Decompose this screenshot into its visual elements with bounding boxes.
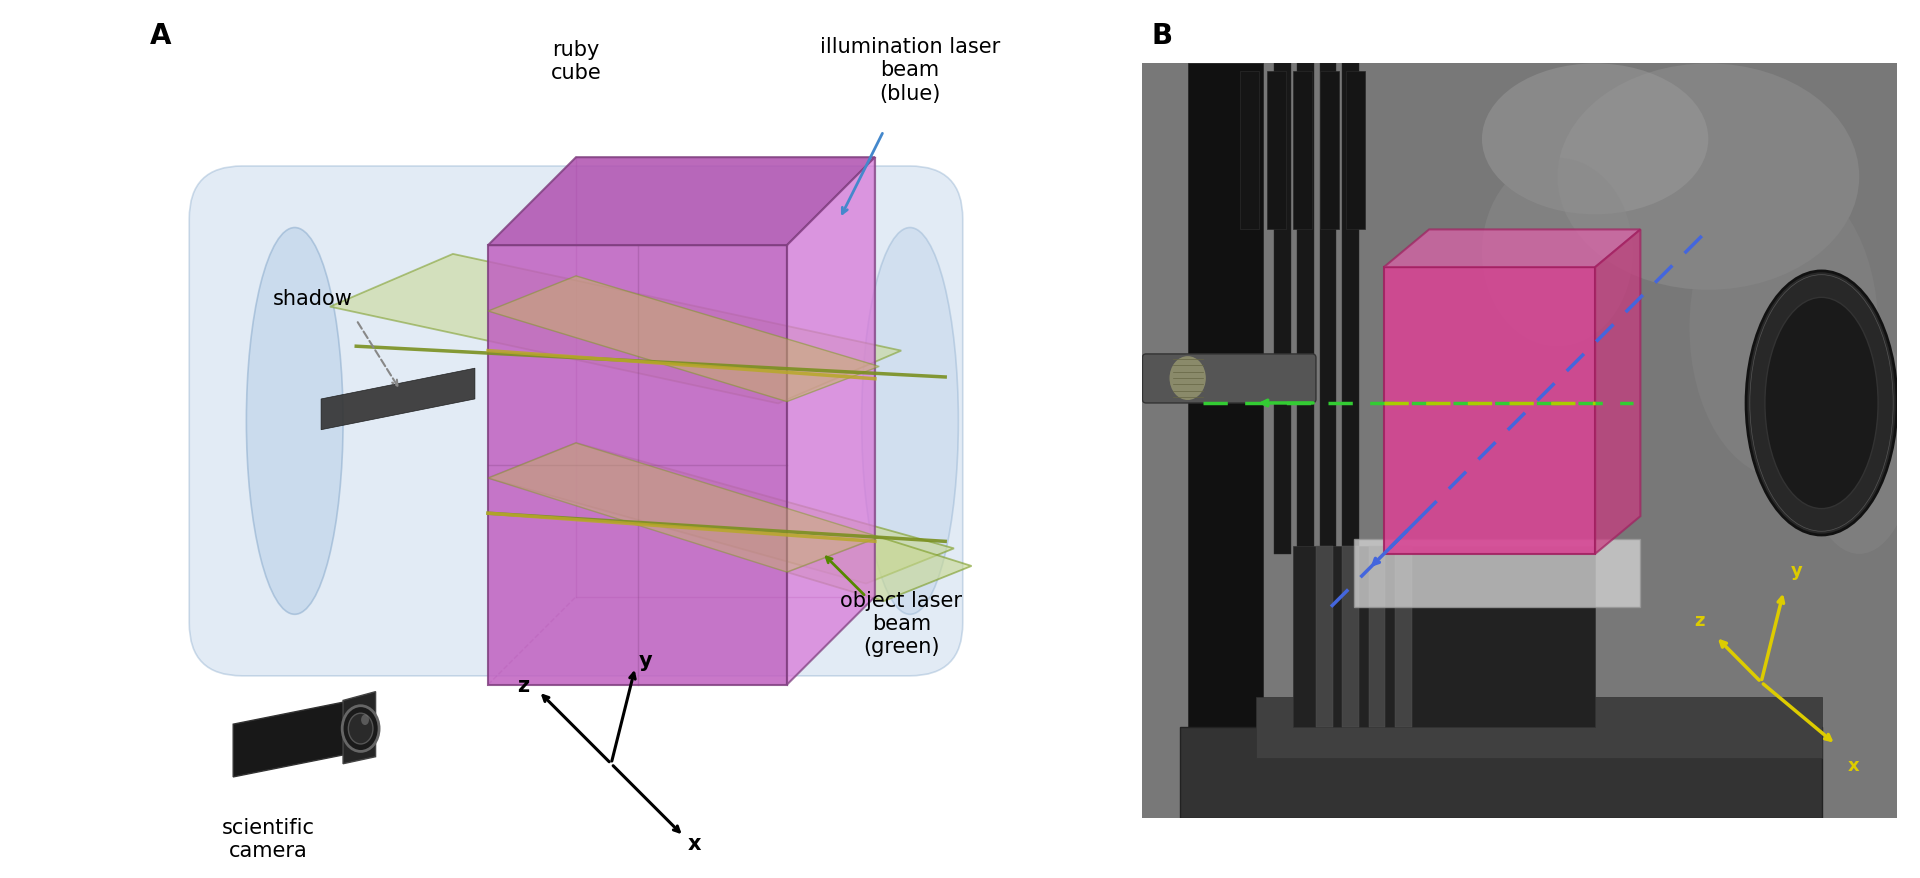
Ellipse shape <box>1803 328 1916 554</box>
Ellipse shape <box>1482 64 1709 215</box>
Text: y: y <box>1791 562 1803 579</box>
Text: B: B <box>1152 22 1173 50</box>
Polygon shape <box>787 158 876 685</box>
Text: x: x <box>1847 756 1859 774</box>
Bar <box>1298 64 1313 554</box>
Text: z: z <box>516 675 528 694</box>
FancyBboxPatch shape <box>190 167 962 676</box>
Ellipse shape <box>361 715 369 725</box>
Text: object laser
beam
(green): object laser beam (green) <box>841 590 962 657</box>
Text: y: y <box>639 651 653 671</box>
Text: ruby
cube: ruby cube <box>551 40 601 83</box>
Text: scientific
camera: scientific camera <box>223 817 315 860</box>
Ellipse shape <box>1745 271 1897 536</box>
Bar <box>1342 547 1359 728</box>
Bar <box>1342 64 1359 554</box>
Ellipse shape <box>246 228 344 615</box>
Polygon shape <box>330 255 900 404</box>
Bar <box>1240 72 1260 230</box>
Bar <box>1396 547 1411 728</box>
Bar <box>1181 728 1822 818</box>
Polygon shape <box>488 246 787 685</box>
Ellipse shape <box>1690 177 1878 479</box>
Bar <box>1319 64 1336 554</box>
Ellipse shape <box>1764 298 1878 509</box>
Bar <box>1294 72 1311 230</box>
Text: shadow: shadow <box>273 289 353 308</box>
Ellipse shape <box>1482 159 1632 347</box>
Ellipse shape <box>348 713 372 745</box>
Bar <box>1315 547 1332 728</box>
Ellipse shape <box>862 228 958 615</box>
Bar <box>1267 72 1286 230</box>
Polygon shape <box>344 692 376 764</box>
Bar <box>1188 64 1263 818</box>
Ellipse shape <box>1557 64 1859 291</box>
Polygon shape <box>488 158 876 246</box>
Bar <box>1384 268 1596 554</box>
Text: x: x <box>687 833 701 853</box>
Polygon shape <box>1384 230 1640 268</box>
Bar <box>1354 539 1640 607</box>
Text: z: z <box>1693 611 1705 629</box>
Text: illumination laser
beam
(blue): illumination laser beam (blue) <box>820 37 1000 104</box>
Polygon shape <box>488 443 879 572</box>
Bar <box>1275 64 1290 554</box>
Polygon shape <box>488 443 954 584</box>
Polygon shape <box>488 277 879 402</box>
Ellipse shape <box>1169 356 1206 401</box>
Bar <box>1369 547 1386 728</box>
Polygon shape <box>787 537 972 601</box>
Bar <box>1346 72 1365 230</box>
FancyBboxPatch shape <box>1142 355 1315 404</box>
Ellipse shape <box>342 706 378 752</box>
Bar <box>1319 72 1338 230</box>
Polygon shape <box>1596 230 1640 554</box>
Polygon shape <box>232 698 365 777</box>
Bar <box>1294 547 1596 728</box>
Bar <box>1256 697 1822 758</box>
Text: A: A <box>150 22 171 50</box>
FancyBboxPatch shape <box>1119 42 1920 840</box>
Polygon shape <box>321 369 474 430</box>
